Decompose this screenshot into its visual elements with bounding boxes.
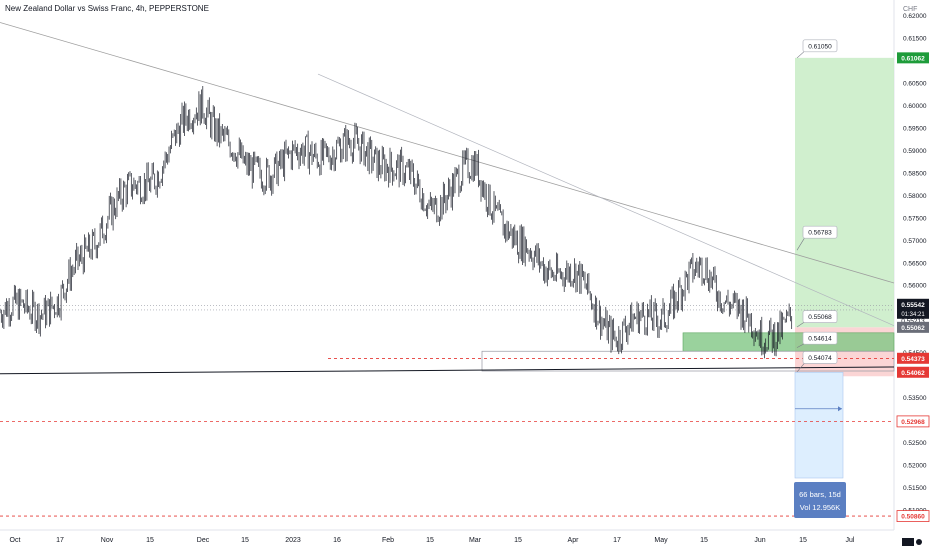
measure-arrow: [795, 406, 842, 412]
x-tick-label-2: Nov: [101, 537, 114, 544]
measure-arrow-head: [838, 406, 842, 412]
badge-current-bg: [897, 298, 929, 319]
currency-label: CHF: [903, 6, 917, 13]
x-tick-label-12: Apr: [568, 537, 580, 544]
x-tick-label-5: 15: [241, 537, 249, 544]
target-zone[interactable]: [795, 57, 894, 328]
badge-current: 0.55542: [901, 302, 925, 309]
projection-box[interactable]: [794, 371, 844, 479]
callout-1: 0.56783: [808, 230, 832, 237]
badge-stop-top: 0.54373: [901, 356, 925, 363]
x-tick-label-15: 15: [700, 537, 708, 544]
callout-box-3: [802, 331, 838, 345]
trendline-support[interactable]: [0, 366, 895, 375]
y-tick-label-0: 0.62000: [903, 13, 927, 20]
candles: [0, 86, 793, 359]
badge-stop-bg: [897, 366, 929, 378]
badge-stop: 0.54062: [901, 370, 925, 377]
callout-box-1: [802, 225, 838, 239]
x-tick-label-16: Jun: [754, 537, 765, 544]
badge-support-2-bg: [896, 510, 930, 522]
y-tick-label-11: 0.56500: [903, 260, 927, 267]
measure-info-box: 66 bars, 15d Vol 12.956K: [794, 482, 846, 518]
x-tick-label-8: Feb: [382, 537, 394, 544]
chart-title: New Zealand Dollar vs Swiss Franc, 4h, P…: [5, 4, 209, 13]
callout-3: 0.54614: [808, 336, 832, 343]
callout-4: 0.54074: [808, 355, 832, 362]
badge-target-bg: [897, 52, 929, 64]
x-tick-label-17: 15: [799, 537, 807, 544]
y-tick-label-19: 0.52500: [903, 440, 927, 447]
range-box[interactable]: [481, 350, 895, 372]
x-tick-label-7: 16: [333, 537, 341, 544]
price-callouts: 0.61050 0.56783 0.55068 0.54614 0.54074: [796, 39, 838, 373]
callout-box-4: [802, 351, 838, 364]
x-tick-label-10: Mar: [469, 537, 482, 544]
badge-entry: 0.55062: [901, 325, 925, 332]
x-tick-label-18: Jul: [846, 537, 855, 544]
badge-entry-top: 0.55213: [901, 318, 925, 325]
y-tick-label-21: 0.51500: [903, 485, 927, 492]
measure-volume-text: Vol 12.956K: [800, 503, 840, 512]
y-tick-label-9: 0.57500: [903, 215, 927, 222]
x-tick-label-0: Oct: [10, 537, 21, 544]
y-tick-label-3: 0.60500: [903, 81, 927, 88]
badge-entry-bg: [897, 321, 929, 333]
measure-bars-text: 66 bars, 15d: [799, 490, 841, 499]
y-tick-label-5: 0.59500: [903, 126, 927, 133]
badge-target: 0.61062: [901, 55, 925, 62]
y-axis-ticks: 0.620000.615000.610000.605000.600000.595…: [903, 13, 927, 514]
callout-0: 0.61050: [808, 43, 832, 50]
y-tick-label-20: 0.52000: [903, 462, 927, 469]
y-tick-label-8: 0.58000: [903, 193, 927, 200]
demand-zone[interactable]: [682, 332, 895, 352]
trendline-upper[interactable]: [0, 22, 895, 284]
badge-support-1: 0.52968: [901, 419, 925, 426]
x-tick-label-3: 15: [146, 537, 154, 544]
x-tick-label-14: May: [654, 537, 668, 544]
callout-box-0: [802, 39, 838, 53]
x-tick-label-11: 15: [514, 537, 522, 544]
callout-box-2: [802, 310, 838, 324]
x-tick-label-13: 17: [613, 537, 621, 544]
x-axis-ticks: Oct 17 Nov 15 Dec 15 2023 16 Feb 15 Mar 15 Apr 17 May 1…: [10, 537, 855, 544]
y-tick-label-10: 0.57000: [903, 238, 927, 245]
x-tick-label-9: 15: [426, 537, 434, 544]
x-tick-label-6: 2023: [285, 537, 301, 544]
y-tick-label-1: 0.61500: [903, 36, 927, 43]
y-tick-label-17: 0.53500: [903, 395, 927, 402]
callout-2: 0.55068: [808, 314, 832, 321]
x-tick-label-1: 17: [56, 537, 64, 544]
trendline-lower[interactable]: [317, 73, 895, 326]
y-tick-label-7: 0.58500: [903, 170, 927, 177]
badge-countdown: 01:34:21: [901, 312, 925, 318]
x-tick-label-4: Dec: [197, 537, 210, 544]
y-tick-label-12: 0.56000: [903, 283, 927, 290]
badge-stop-top-bg: [897, 352, 929, 364]
badge-support-2: 0.50860: [901, 514, 925, 521]
y-tick-label-4: 0.60000: [903, 103, 927, 110]
y-tick-label-6: 0.59000: [903, 148, 927, 155]
badge-support-1-bg: [896, 415, 930, 428]
tradingview-logo-icon: [902, 538, 922, 546]
